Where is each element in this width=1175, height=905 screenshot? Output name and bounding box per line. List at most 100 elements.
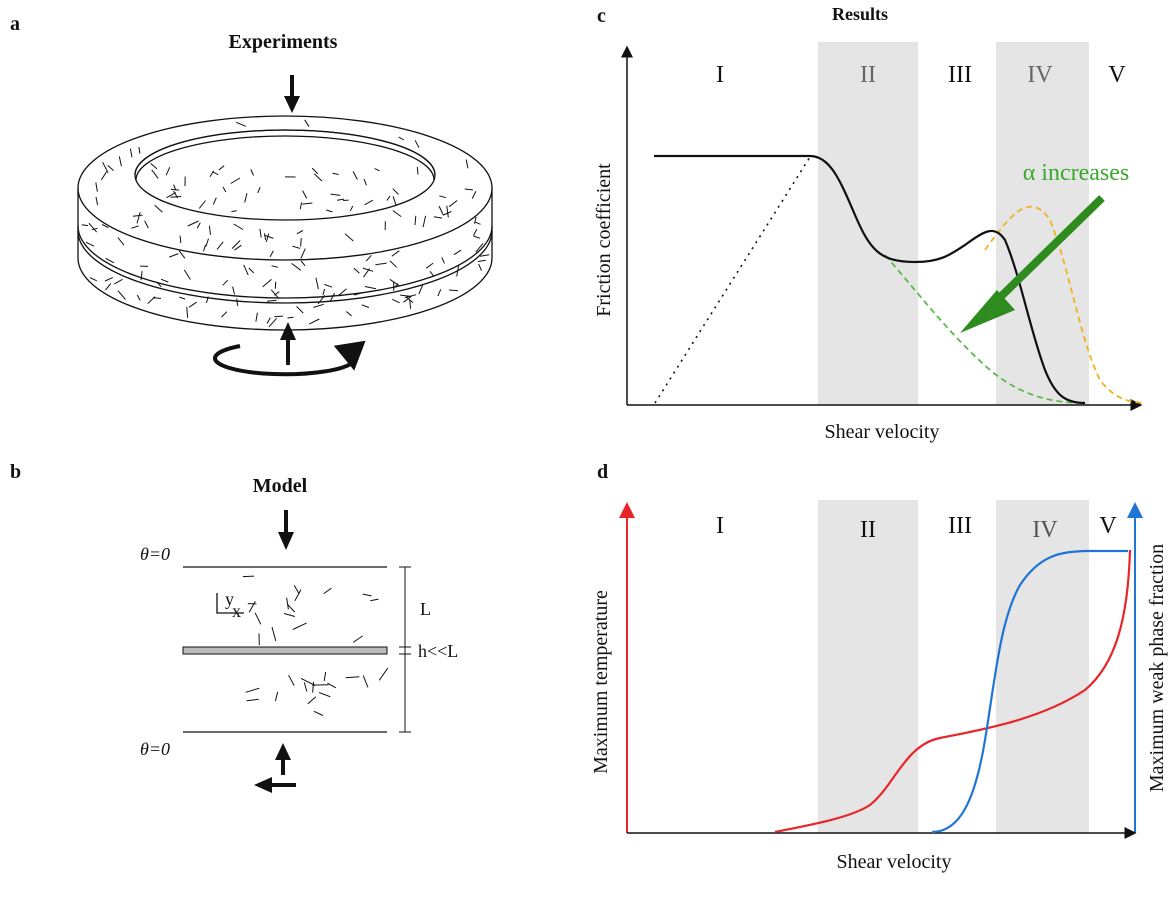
grain-tick	[363, 178, 367, 186]
grain-tick	[271, 626, 277, 642]
grain-tick	[414, 140, 420, 149]
grain-tick	[300, 677, 316, 686]
grain-tick	[232, 286, 235, 295]
grain-tick	[218, 165, 225, 171]
grain-tick	[433, 216, 443, 219]
grain-tick	[337, 198, 345, 201]
grain-tick	[222, 279, 229, 286]
grain-tick	[255, 312, 258, 322]
d-left-axis-label: Maximum temperature	[590, 590, 612, 774]
grain-tick	[477, 259, 486, 262]
grain-tick	[89, 277, 98, 282]
panel-b: b Model θ=0 θ=0 y x L h<<L	[10, 461, 458, 793]
grain-tick	[266, 299, 277, 302]
grain-tick	[352, 635, 363, 643]
grain-tick	[160, 278, 169, 283]
grain-tick	[313, 710, 324, 716]
regime-label-II: II	[860, 62, 876, 88]
grain-tick	[81, 224, 89, 227]
grain-tick	[212, 171, 219, 176]
grain-tick	[154, 204, 163, 213]
grain-tick	[170, 196, 182, 198]
panel-c-letter: c	[597, 5, 606, 27]
grain-tick	[422, 215, 427, 228]
grain-tick	[117, 237, 125, 246]
grain-tick	[312, 681, 315, 693]
dotted-curve	[654, 156, 811, 404]
grain-tick	[474, 216, 477, 224]
grain-tick	[327, 682, 337, 689]
grain-tick	[389, 260, 398, 268]
grain-tick	[262, 279, 272, 288]
grain-tick	[188, 301, 197, 308]
shear-band	[182, 646, 388, 655]
grain-tick	[392, 188, 399, 195]
panel-a-title: Experiments	[229, 31, 338, 53]
grain-tick	[322, 288, 326, 296]
grain-tick	[105, 283, 112, 291]
grain-tick	[323, 587, 332, 595]
grain-tick	[205, 296, 209, 304]
grain-tick	[313, 303, 324, 308]
grain-tick	[400, 294, 411, 297]
regime-band-II-d	[818, 500, 918, 833]
grain-tick	[344, 233, 354, 242]
grain-tick	[208, 225, 211, 235]
grain-tick	[471, 190, 477, 199]
grain-tick	[268, 317, 277, 328]
grain-tick	[426, 262, 434, 269]
grain-tick	[136, 294, 141, 301]
grain-tick	[150, 163, 158, 170]
ring-grains	[81, 119, 490, 328]
panel-c-title: Results	[832, 4, 888, 24]
grain-tick	[403, 295, 412, 303]
grain-tick	[269, 250, 274, 258]
grain-tick	[102, 161, 109, 174]
grain-tick	[264, 234, 274, 239]
grain-tick	[291, 262, 302, 271]
grain-tick	[315, 277, 319, 290]
grain-tick	[443, 211, 452, 216]
grain-tick	[257, 186, 261, 194]
dim-L-label: L	[420, 599, 431, 619]
grain-tick	[392, 210, 402, 218]
grain-tick	[365, 254, 372, 262]
grain-tick	[244, 193, 248, 203]
grain-tick	[446, 205, 449, 218]
grain-tick	[405, 296, 414, 304]
grain-tick	[378, 667, 389, 681]
grain-tick	[266, 317, 271, 324]
grain-tick	[286, 597, 289, 610]
panel-b-letter: b	[10, 461, 21, 483]
grain-tick	[375, 262, 387, 266]
grain-tick	[448, 200, 458, 208]
grain-tick	[173, 184, 177, 191]
grain-tick	[329, 292, 336, 302]
grain-tick	[349, 205, 354, 212]
grain-tick	[287, 316, 294, 319]
grain-tick	[288, 674, 295, 686]
panel-c: c Results I II III IV V Shear velocity F…	[593, 4, 1146, 443]
regime-band-II	[818, 42, 918, 405]
regime-labels-d: I II III IV V	[716, 513, 1117, 543]
grain-tick	[398, 136, 405, 141]
grain-tick	[91, 227, 98, 231]
grain-tick	[283, 613, 296, 617]
grain-tick	[259, 228, 262, 238]
axes-symbol: y x	[216, 589, 244, 621]
panel-a: a Experiments	[10, 13, 493, 377]
alpha-increases-label: α increases	[1023, 160, 1130, 186]
grain-tick	[254, 612, 262, 625]
grain-tick	[299, 202, 303, 210]
grain-tick	[100, 171, 108, 181]
grain-tick	[464, 188, 473, 191]
grain-tick	[353, 267, 360, 274]
grain-tick	[438, 205, 444, 216]
grain-tick	[248, 267, 255, 274]
c-y-axis-label: Friction coefficient	[593, 163, 615, 317]
grain-tick	[304, 119, 310, 127]
grain-tick	[287, 603, 296, 613]
grain-tick	[212, 197, 217, 205]
grain-tick	[302, 202, 313, 205]
grain-tick	[307, 696, 317, 705]
